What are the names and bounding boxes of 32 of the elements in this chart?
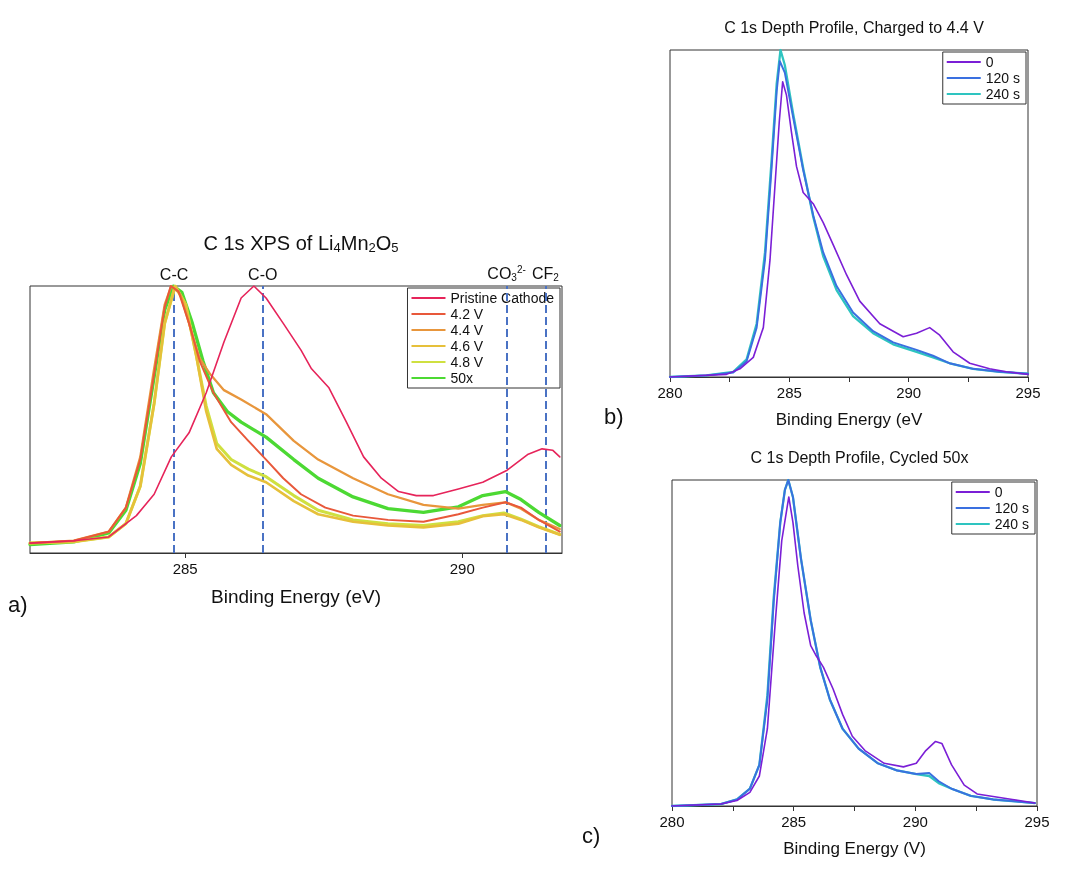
legend-label: 240 s	[985, 86, 1020, 102]
text: a)	[8, 591, 28, 617]
ref-line-label: C-O	[248, 265, 278, 283]
x-tick-label: 285	[781, 813, 807, 830]
x-tick-label: 285	[172, 560, 198, 577]
legend-label: 50x	[450, 370, 474, 386]
chart-title: C 1s Depth Profile, Cycled 50x	[750, 448, 969, 466]
chart-title: C 1s Depth Profile, Charged to 4.4 V	[724, 18, 985, 36]
x-axis-title: Binding Energy (eV	[775, 410, 923, 429]
legend-label: 0	[985, 54, 994, 70]
legend-label: 4.4 V	[450, 322, 484, 338]
text: b)	[604, 403, 624, 429]
x-tick-label: 295	[1024, 813, 1050, 830]
text: c)	[582, 822, 601, 848]
x-tick-label: 290	[896, 384, 922, 401]
ref-line-label: C-C	[159, 265, 189, 283]
x-tick-label: 280	[659, 813, 685, 830]
legend-label: 4.2 V	[450, 306, 484, 322]
x-tick-label: 290	[902, 813, 928, 830]
legend-label: Pristine Cathode	[450, 290, 555, 306]
x-axis-title: Binding Energy (eV)	[210, 586, 382, 607]
x-tick-label: 295	[1015, 384, 1041, 401]
legend-label: 4.8 V	[450, 354, 484, 370]
x-axis-title: Binding Energy (V)	[783, 839, 926, 858]
legend-label: 0	[994, 484, 1003, 500]
legend-label: 4.6 V	[450, 338, 484, 354]
x-tick-label: 290	[449, 560, 475, 577]
legend-label: 120 s	[985, 70, 1020, 86]
legend-label: 120 s	[994, 500, 1029, 516]
legend-label: 240 s	[994, 516, 1029, 532]
x-tick-label: 280	[657, 384, 683, 401]
x-tick-label: 285	[776, 384, 802, 401]
